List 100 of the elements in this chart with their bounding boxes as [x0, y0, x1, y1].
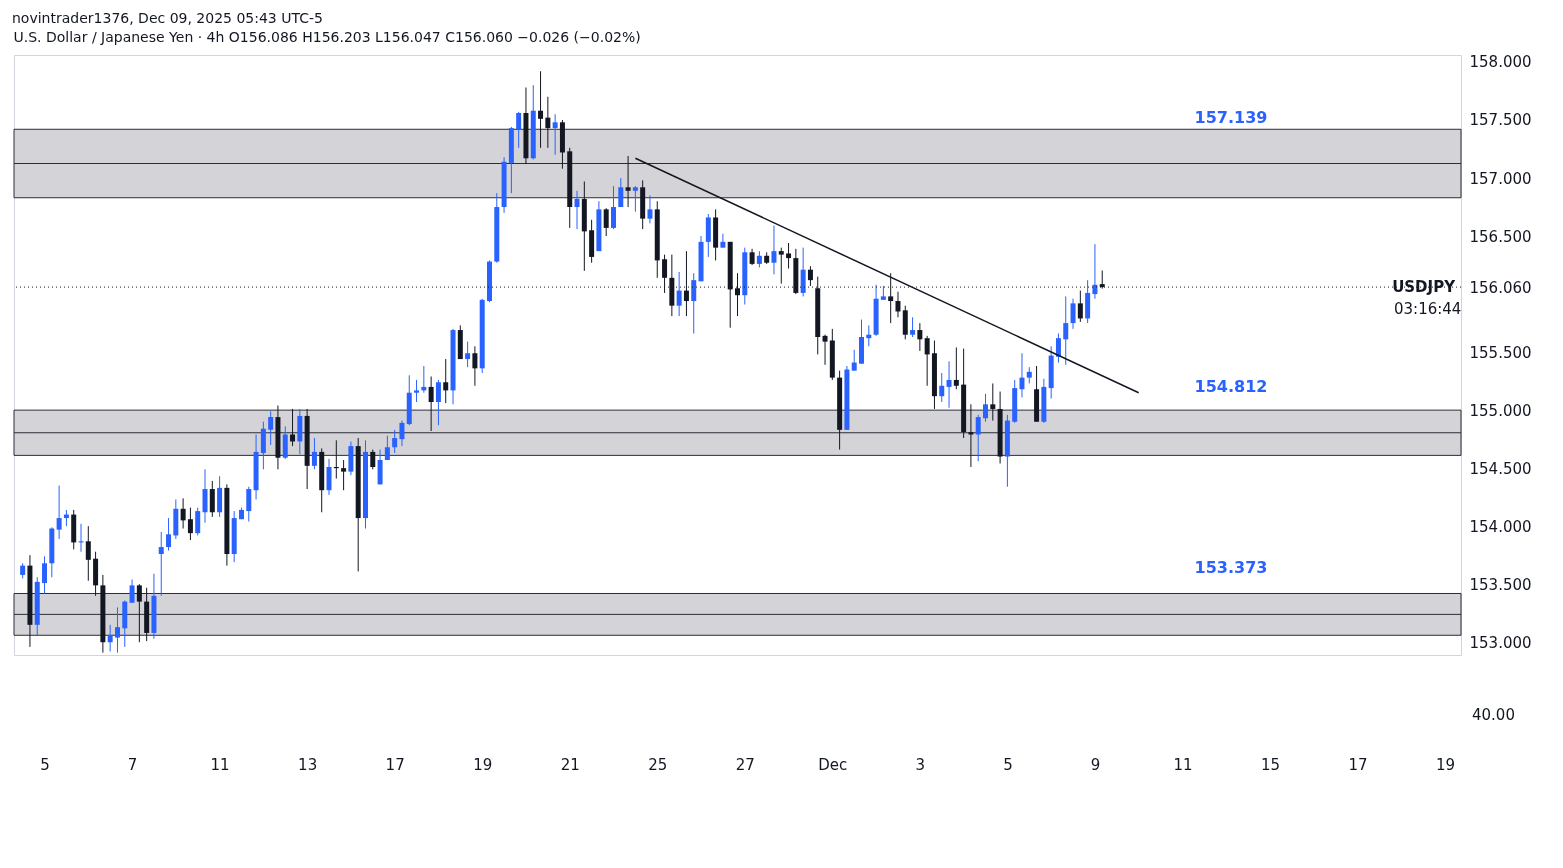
x-tick-label: 17 — [385, 755, 405, 774]
x-tick-label: 9 — [1090, 755, 1101, 774]
candlestick — [676, 271, 682, 317]
candlestick — [822, 334, 828, 366]
candlestick — [917, 322, 923, 352]
y-tick-label: 153.500 — [1469, 575, 1532, 594]
band-label: 153.373 — [1194, 558, 1268, 578]
candlestick — [392, 429, 398, 454]
y-tick-label: 157.500 — [1469, 111, 1532, 130]
candlestick — [771, 225, 777, 275]
candlestick — [246, 486, 252, 523]
candlestick — [311, 437, 317, 470]
annotation: 03:16:44 — [1394, 300, 1462, 318]
candlestick — [158, 531, 164, 597]
candlestick — [946, 360, 952, 409]
candlestick — [632, 185, 638, 213]
candlestick — [990, 382, 996, 422]
candlestick — [939, 372, 945, 403]
candlestick — [800, 247, 806, 297]
candlestick — [136, 583, 142, 643]
band-label: 154.812 — [1194, 376, 1268, 396]
candlestick — [720, 233, 726, 249]
candlestick — [603, 207, 609, 237]
y-tick-label: 155.500 — [1469, 343, 1532, 362]
candlestick — [910, 316, 916, 338]
candlestick — [129, 579, 135, 604]
x-tick-label: 19 — [1436, 755, 1456, 774]
candlestick — [691, 272, 697, 335]
y-tick-label: 156.060 — [1469, 278, 1532, 297]
candlestick — [625, 155, 631, 208]
candlestick — [1063, 295, 1069, 366]
candlestick — [42, 555, 48, 594]
candlestick — [384, 435, 390, 461]
candlestick — [807, 265, 813, 287]
candlestick — [341, 459, 347, 491]
y-tick-label: 154.500 — [1469, 459, 1532, 478]
candlestick — [282, 425, 288, 460]
candlestick — [538, 70, 544, 149]
candlestick — [209, 480, 215, 518]
candlestick — [326, 458, 332, 496]
candlestick — [610, 185, 616, 230]
x-tick-label: Dec — [818, 755, 848, 774]
candlestick — [187, 507, 193, 541]
candlestick — [953, 346, 959, 390]
x-tick-label: 27 — [735, 755, 755, 774]
candlestick — [647, 194, 653, 224]
y-tick-label: 153.000 — [1469, 633, 1532, 652]
x-tick-label: 5 — [1003, 755, 1013, 774]
candlestick — [574, 190, 580, 230]
x-tick-label: 7 — [127, 755, 138, 774]
x-tick-label: 21 — [560, 755, 580, 774]
candlestick — [895, 291, 901, 318]
candlestick — [399, 420, 405, 447]
y-tick-label: 155.000 — [1469, 401, 1532, 420]
x-tick-label: 13 — [298, 755, 318, 774]
candlestick — [202, 468, 208, 524]
candlestick — [56, 485, 62, 540]
y-tick-label: 157.000 — [1469, 169, 1532, 188]
candlestick — [1055, 333, 1061, 364]
ref-line-label: USDJPY — [1392, 278, 1457, 297]
x-tick-label: 11 — [210, 755, 230, 774]
candlestick — [1019, 352, 1025, 398]
candlestick — [107, 624, 113, 653]
candlestick — [545, 96, 551, 149]
y-tick-label: 156.500 — [1469, 227, 1532, 246]
chart-title: U.S. Dollar / Japanese Yen · 4h O156.086 H156.203 L156.047 C156.060 −0.026 (−0.02%) — [13, 28, 641, 45]
band-label: 157.139 — [1194, 107, 1268, 127]
candlestick — [924, 335, 930, 387]
x-tick-label: 17 — [1348, 755, 1368, 774]
candlestick — [166, 517, 172, 552]
candlestick — [370, 449, 376, 470]
candlestick — [290, 408, 296, 447]
candlestick — [180, 497, 186, 529]
candlestick — [435, 379, 441, 426]
candlestick — [552, 113, 558, 156]
x-tick-label: 5 — [40, 755, 50, 774]
candlestick — [85, 525, 91, 582]
candlestick — [414, 379, 420, 403]
candlestick — [443, 358, 449, 404]
x-tick-label: 15 — [1260, 755, 1281, 774]
candlestick — [195, 507, 201, 536]
candlestick — [465, 341, 471, 368]
candlestick — [851, 349, 857, 372]
candlestick — [786, 242, 792, 270]
chart-subtitle: novintrader1376, Dec 09, 2025 05:43 UTC-5 — [11, 9, 324, 28]
x-tick-label: 11 — [1173, 755, 1193, 774]
x-tick-label: 19 — [473, 755, 493, 774]
candlestick — [975, 414, 981, 462]
x-tick-label: 3 — [915, 755, 926, 774]
candlestick — [428, 375, 434, 432]
text: 40.00 — [1472, 706, 1515, 724]
y-tick-label: 158.000 — [1469, 53, 1532, 72]
candlestick — [268, 410, 274, 446]
candlestick — [1070, 298, 1076, 330]
candlestick — [472, 345, 478, 387]
candlestick — [618, 177, 624, 208]
candlestick — [778, 247, 784, 285]
candlestick — [114, 606, 120, 654]
x-tick-label: 25 — [648, 755, 668, 774]
candlestick — [983, 393, 989, 423]
